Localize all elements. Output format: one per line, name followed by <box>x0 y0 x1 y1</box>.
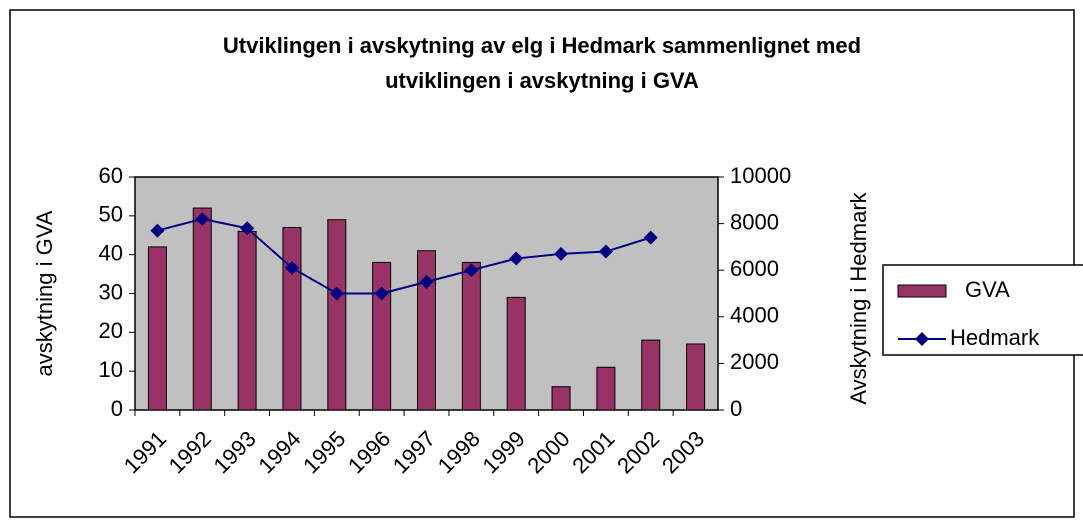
line <box>157 217 652 295</box>
marker <box>374 286 389 301</box>
legend-swatch <box>897 284 947 298</box>
y-tick-label: 50 <box>99 202 123 227</box>
y-tick-label: 40 <box>99 240 123 265</box>
bar <box>506 296 526 411</box>
bar <box>551 386 571 411</box>
legend-label: GVA <box>965 277 1010 302</box>
bar <box>237 230 257 411</box>
y-axis-label: avskytning i GVA <box>32 210 57 376</box>
y2-tick-label: 0 <box>730 396 742 421</box>
y-tick-label: 60 <box>99 163 123 188</box>
legend-label: Hedmark <box>950 325 1040 350</box>
marker <box>509 251 524 266</box>
y2-tick-label: 4000 <box>730 303 779 328</box>
chart-title: utviklingen i avskytning i GVA <box>385 68 699 93</box>
y2-axis-label: Avskytning i Hedmark <box>846 191 871 404</box>
y2-tick-label: 8000 <box>730 209 779 234</box>
marker <box>329 286 344 301</box>
marker <box>419 274 434 289</box>
bar <box>596 366 616 411</box>
y2-tick-label: 6000 <box>730 256 779 281</box>
legend-marker <box>915 332 929 346</box>
marker <box>643 230 658 245</box>
bar <box>192 207 212 411</box>
y2-tick-label: 10000 <box>730 163 791 188</box>
bar <box>147 246 167 411</box>
y2-tick-label: 2000 <box>730 349 779 374</box>
y-tick-label: 30 <box>99 279 123 304</box>
marker <box>284 260 299 275</box>
bar <box>327 219 347 411</box>
marker <box>240 221 255 236</box>
bar <box>461 261 481 411</box>
marker <box>554 246 569 261</box>
bar <box>417 250 436 411</box>
marker <box>195 211 210 226</box>
chart-title: Utviklingen i avskytning av elg i Hedmar… <box>223 33 861 58</box>
bar <box>282 226 302 411</box>
marker <box>464 263 479 278</box>
bar <box>686 343 706 411</box>
y-tick-label: 0 <box>111 396 123 421</box>
marker <box>150 223 165 238</box>
bar <box>372 261 392 411</box>
y-tick-label: 20 <box>99 318 123 343</box>
bar <box>641 339 661 411</box>
marker <box>598 244 613 259</box>
y-tick-label: 10 <box>99 357 123 382</box>
